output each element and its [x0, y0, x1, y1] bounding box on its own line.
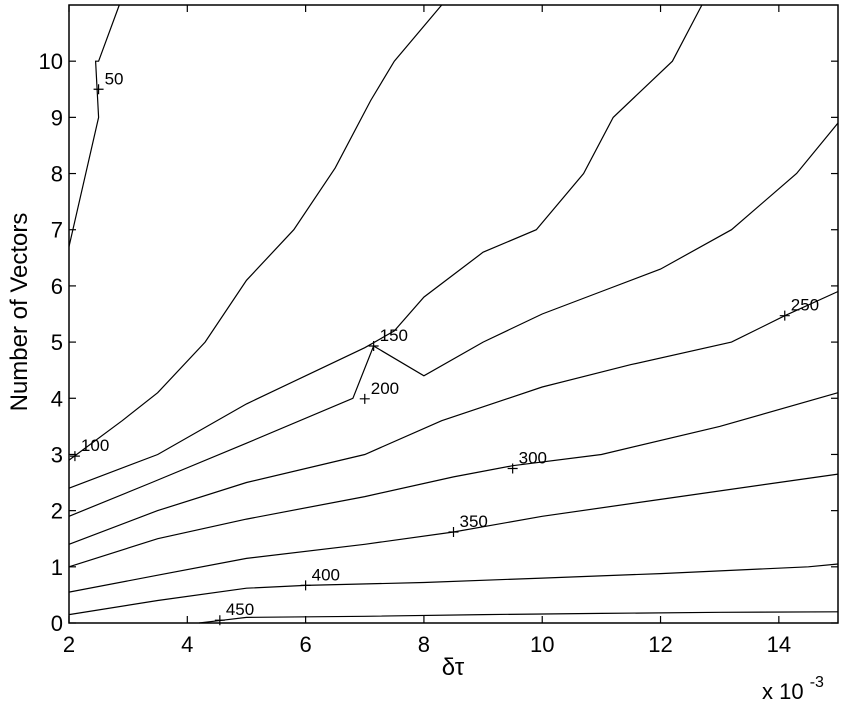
x-tick-label: 12 — [648, 632, 672, 657]
contour-label-300: 300 — [519, 449, 547, 468]
contour-label-marker — [779, 310, 790, 321]
contour-line-150 — [68, 122, 839, 517]
x-tick-label: 6 — [299, 632, 311, 657]
y-tick-label: 2 — [51, 499, 63, 524]
contour-label-marker — [359, 393, 370, 404]
x-axis-multiplier-base: x 10 — [762, 679, 804, 704]
x-axis-label: δτ — [442, 654, 465, 681]
contour-label-150: 150 — [380, 326, 408, 345]
y-tick-label: 8 — [51, 162, 63, 187]
contour-line-250 — [68, 392, 839, 568]
contour-label-marker — [448, 526, 459, 537]
y-axis-label: Number of Vectors — [6, 213, 33, 412]
y-tick-label: 9 — [51, 105, 63, 130]
contour-label-100: 100 — [81, 436, 109, 455]
contour-line-400 — [199, 611, 839, 624]
contour-label-350: 350 — [460, 512, 488, 531]
y-tick-label: 3 — [51, 442, 63, 467]
x-tick-label: 14 — [767, 632, 791, 657]
x-axis-multiplier: x 10 -3 — [762, 674, 824, 704]
y-tick-label: 6 — [51, 274, 63, 299]
contour-line-50 — [68, 4, 120, 247]
contour-label-450: 450 — [226, 600, 254, 619]
contour-line-100 — [68, 4, 703, 489]
contour-label-marker — [300, 580, 311, 591]
contour-label-marker — [69, 451, 80, 462]
y-tick-label: 4 — [51, 386, 63, 411]
y-tick-label: 5 — [51, 330, 63, 355]
y-tick-label: 0 — [51, 611, 63, 636]
contour-line-200 — [68, 290, 839, 545]
y-tick-label: 7 — [51, 218, 63, 243]
contour-lines — [68, 4, 839, 624]
contour-label-marker — [507, 463, 518, 474]
contour-label-200: 200 — [371, 379, 399, 398]
contour-label-marks: 50 100 150 200 250 300 350 400 450 — [69, 69, 819, 626]
x-tick-label: 8 — [418, 632, 430, 657]
y-axis: 0 1 2 3 4 5 6 7 8 9 10 — [39, 49, 838, 636]
contour-label-marker — [93, 84, 104, 95]
contour-label-400: 400 — [312, 565, 340, 584]
x-axis: 2 4 6 8 10 12 14 — [63, 5, 791, 657]
contour-label-50: 50 — [105, 69, 124, 88]
contour-line-350 — [68, 563, 839, 616]
contour-label-250: 250 — [791, 296, 819, 315]
x-tick-label: 2 — [63, 632, 75, 657]
y-tick-label: 1 — [51, 555, 63, 580]
contour-line-unlabeled-1 — [68, 4, 443, 461]
x-tick-label: 4 — [181, 632, 193, 657]
x-axis-multiplier-exponent: -3 — [810, 674, 824, 691]
contour-label-marker — [368, 341, 379, 352]
y-tick-label: 10 — [39, 49, 63, 74]
plot-frame — [68, 4, 839, 624]
x-tick-label: 10 — [530, 632, 554, 657]
